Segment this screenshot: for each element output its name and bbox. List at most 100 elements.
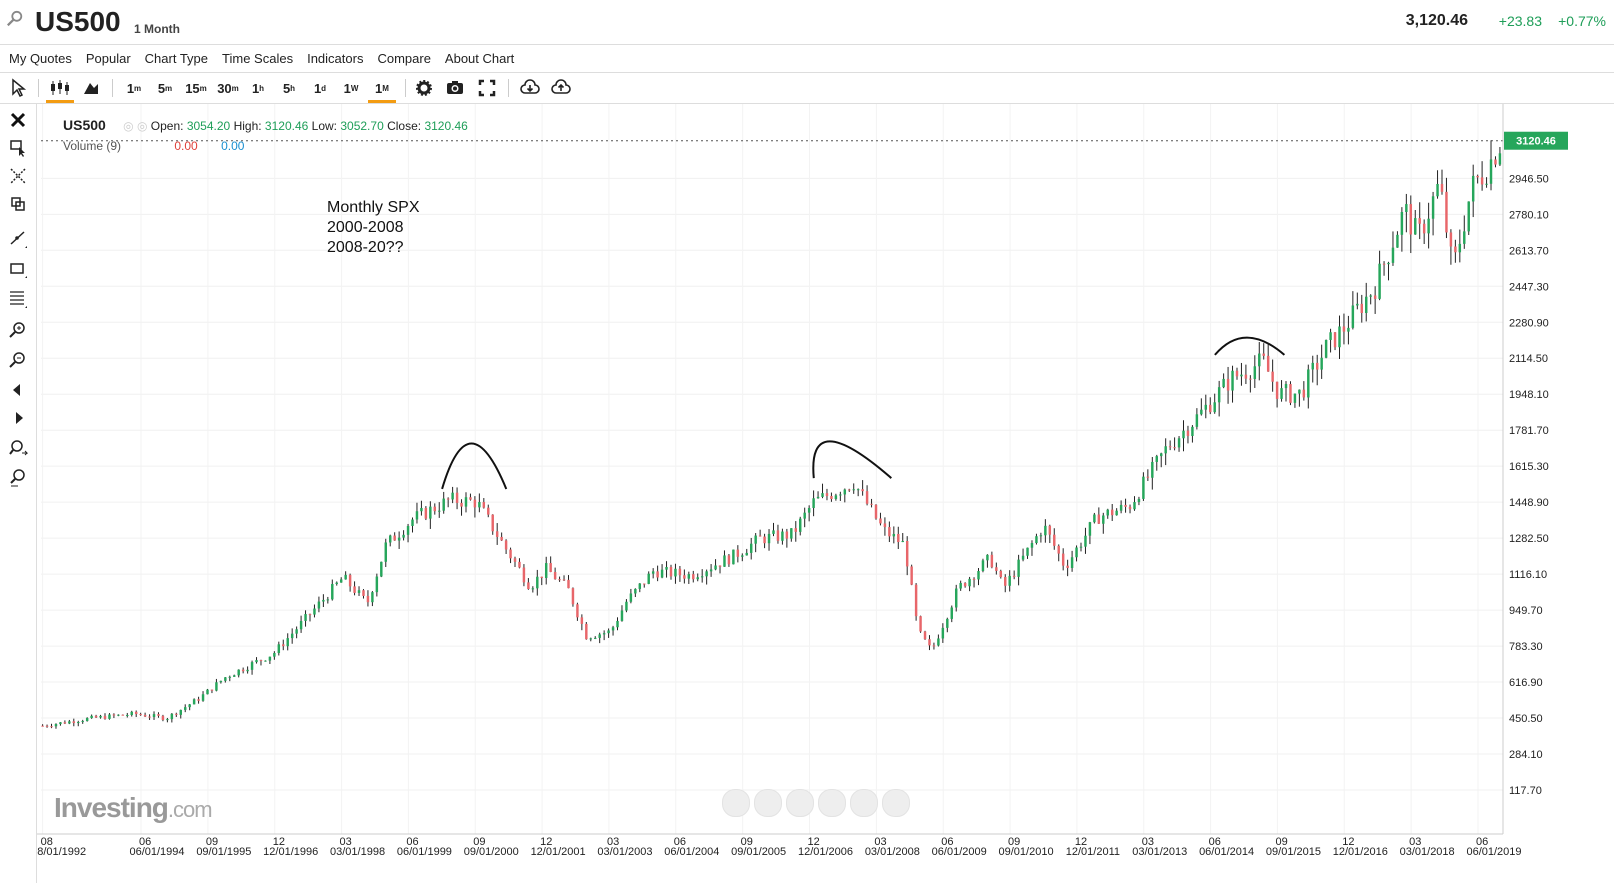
candle-body [972, 578, 976, 580]
top-arc-annotation [812, 440, 892, 479]
candle-body [241, 669, 245, 672]
cloud-upload-icon[interactable] [551, 76, 571, 100]
candle-body [1356, 303, 1359, 306]
candle-body [478, 502, 481, 508]
candle-body [1070, 557, 1074, 568]
zoom-in-icon[interactable] [8, 320, 28, 340]
candle-body [518, 561, 521, 568]
candle-body [1320, 357, 1323, 370]
camera-icon[interactable] [445, 76, 465, 100]
candle-body [785, 531, 789, 539]
nav-left-icon[interactable] [722, 789, 750, 817]
copy-tool-icon[interactable] [8, 194, 28, 214]
nav-zoom-out-icon[interactable] [754, 789, 782, 817]
gear-icon[interactable] [414, 76, 434, 100]
candle-body [460, 502, 463, 507]
menu-my-quotes[interactable]: My Quotes [9, 51, 72, 66]
crosshair-tool-icon[interactable] [8, 166, 28, 186]
candle-body [420, 507, 423, 512]
candle-body [611, 627, 615, 631]
candle-body [259, 660, 263, 662]
fullscreen-icon[interactable] [477, 76, 497, 100]
cursor-icon[interactable] [9, 76, 27, 100]
candle-body [1048, 525, 1052, 535]
cloud-download-icon[interactable] [520, 76, 540, 100]
area-chart-icon[interactable] [82, 76, 100, 100]
last-price-tag-label: 3120.46 [1516, 136, 1556, 148]
candle-body [1396, 234, 1399, 248]
y-tick-label: 117.70 [1509, 785, 1542, 797]
nav-zoom-range-icon[interactable] [850, 789, 878, 817]
close-icon[interactable] [8, 110, 28, 130]
candle-body [1182, 430, 1185, 439]
candle-body [999, 570, 1003, 578]
low-label: Low: [311, 119, 338, 133]
zoom-reset-icon[interactable] [8, 468, 28, 488]
menu-compare[interactable]: Compare [377, 51, 431, 66]
candle-body [424, 507, 428, 519]
candle-body [126, 715, 129, 717]
nav-zoom-in-icon[interactable] [818, 789, 846, 817]
toolbar-separator [38, 79, 39, 97]
scroll-right-icon[interactable] [8, 408, 28, 428]
candle-body [1414, 218, 1417, 235]
rectangle-tool-icon[interactable] [8, 258, 28, 278]
candle-body [705, 571, 708, 577]
menu-about-chart[interactable]: About Chart [444, 51, 515, 66]
chart-grid [41, 104, 1503, 834]
candle-body [1333, 332, 1337, 348]
candle-body [130, 711, 133, 716]
candle-body [68, 721, 71, 724]
candle-body [625, 601, 628, 611]
candle-body [669, 566, 673, 577]
chart-text-note[interactable]: Monthly SPX 2000-2008 2008-20?? [327, 198, 419, 258]
candle-body [1458, 243, 1462, 253]
candle-body [1061, 553, 1065, 566]
candle-body [188, 704, 191, 708]
menu-popular[interactable]: Popular [85, 51, 131, 66]
interval-15m[interactable]: 15 m [185, 80, 207, 96]
menu-indicators[interactable]: Indicators [307, 51, 364, 66]
candle-body [1476, 175, 1479, 178]
candle-body [1102, 515, 1105, 524]
candlestick-chart-icon[interactable] [46, 76, 74, 103]
candle-body [273, 653, 276, 657]
candle-body [910, 566, 913, 585]
nav-right-icon[interactable] [882, 789, 910, 817]
last-price-tag [1504, 131, 1568, 150]
zoom-range-icon[interactable] [8, 438, 28, 458]
candle-body [1026, 547, 1029, 556]
eye-icon[interactable]: ◎ ◎ [123, 119, 148, 133]
candle-body [865, 491, 869, 504]
menu-time-scales[interactable]: Time Scales [222, 51, 294, 66]
zoom-out-icon[interactable] [8, 350, 28, 370]
menu-bar: My Quotes Popular Chart Type Time Scales… [0, 45, 1614, 73]
candle-body [763, 536, 766, 544]
candle-body [473, 499, 477, 508]
candle-body [143, 714, 147, 717]
trendline-tool-icon[interactable] [8, 228, 28, 248]
candle-body [1307, 369, 1310, 398]
interval-30m[interactable]: 30 m [217, 80, 239, 96]
menu-chart-type[interactable]: Chart Type [144, 51, 209, 66]
search-icon[interactable] [6, 10, 24, 28]
fibonacci-tool-icon[interactable] [8, 288, 28, 308]
x-tick-label: 03/01/1998 [330, 846, 385, 858]
select-tool-icon[interactable] [8, 138, 28, 158]
nav-zoom-reset-icon[interactable] [786, 789, 814, 817]
candle-body [821, 493, 824, 497]
candle-body [1378, 263, 1381, 299]
candle-body [536, 576, 539, 589]
candle-body [1195, 414, 1199, 427]
scroll-left-icon[interactable] [8, 380, 28, 400]
candle-body [1240, 374, 1243, 377]
price-chart[interactable]: 117.70 284.10 450.50 616.90 783.30 949.70 1116… [37, 104, 1614, 883]
candle-body [380, 561, 383, 577]
